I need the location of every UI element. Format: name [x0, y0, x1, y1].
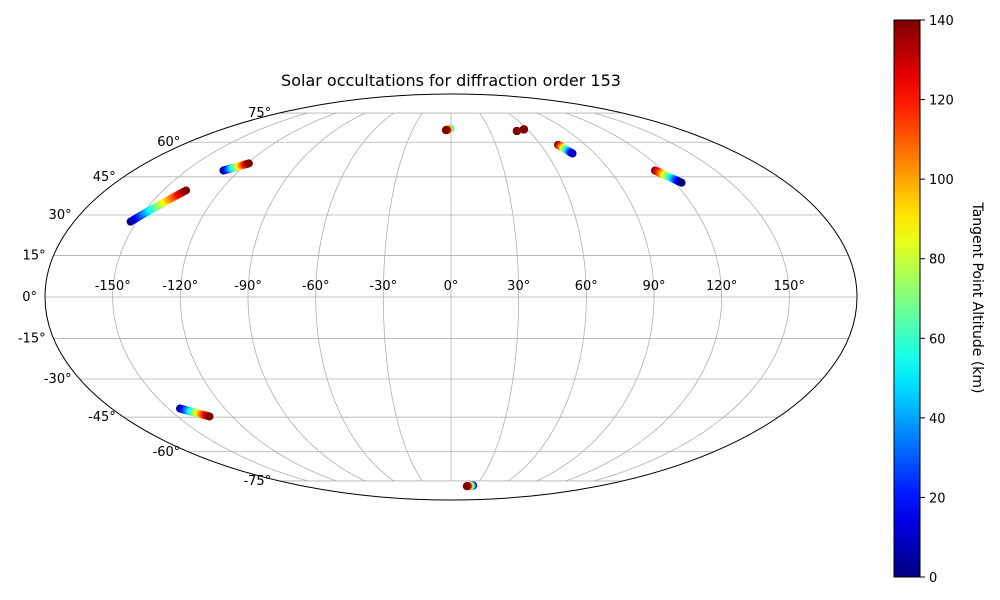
- lat-tick-label: -30°: [44, 372, 72, 387]
- occultation-track: [219, 159, 253, 175]
- lon-gridline: [565, 112, 723, 482]
- occultation-track: [519, 125, 528, 134]
- colorbar-tick-label: 140: [929, 14, 954, 29]
- colorbar-tick-label: 80: [929, 253, 946, 268]
- data-point: [441, 126, 450, 135]
- lon-gridline: [247, 112, 366, 482]
- lon-gridline: [536, 112, 655, 482]
- lat-tick-label: 60°: [157, 135, 180, 150]
- lon-gridline: [508, 112, 587, 482]
- lon-tick-label: -60°: [302, 279, 330, 294]
- data-point: [205, 412, 214, 421]
- lon-tick-label: 60°: [575, 279, 598, 294]
- lon-tick-label: -120°: [162, 279, 198, 294]
- colorbar-tick-label: 120: [929, 94, 954, 109]
- lon-tick-label: 120°: [706, 279, 737, 294]
- data-point: [462, 482, 471, 491]
- occultation-track: [554, 140, 577, 158]
- lat-tick-label: -60°: [153, 445, 181, 460]
- data-points: [126, 124, 686, 491]
- occultation-track: [462, 481, 478, 491]
- latitude-tick-labels: -75° -60° -45° -30° -15° 0° 15° 30° 45° 60° 75°: [18, 106, 271, 489]
- colorbar-ticks: 0 20 40 60 80 100 120 140: [920, 14, 954, 586]
- colorbar-tick-label: 0: [929, 571, 937, 586]
- colorbar-label: Tangent Point Altitude (km): [969, 201, 985, 393]
- chart-title: Solar occultations for diffraction order…: [281, 71, 621, 90]
- lon-gridline: [112, 112, 308, 482]
- colorbar-gradient: [893, 19, 921, 578]
- lon-gridline: [594, 112, 790, 482]
- data-point: [512, 126, 521, 135]
- lat-tick-label: -15°: [18, 332, 46, 347]
- lat-tick-label: 15°: [23, 248, 46, 263]
- lon-tick-label: -90°: [234, 279, 262, 294]
- colorbar: 0 20 40 60 80 100 120 140 Tangent Point Altitud…: [893, 14, 985, 586]
- occultation-track: [126, 186, 191, 226]
- occultation-track: [176, 404, 214, 421]
- colorbar-tick-label: 100: [929, 173, 954, 188]
- lon-tick-label: -150°: [95, 279, 131, 294]
- gridlines: [45, 112, 857, 482]
- lon-tick-label: -30°: [369, 279, 397, 294]
- lat-tick-label: 30°: [49, 208, 72, 223]
- data-point: [182, 186, 191, 195]
- lon-gridline: [382, 112, 423, 482]
- colorbar-tick-label: 20: [929, 491, 946, 506]
- lon-tick-label: 150°: [774, 279, 805, 294]
- longitude-tick-labels: -150° -120° -90° -60° -30° 0° 30° 60° 90° 120° 150…: [95, 279, 805, 294]
- lat-tick-label: -75°: [243, 474, 271, 489]
- data-point: [677, 178, 686, 187]
- map-frame: [44, 93, 858, 501]
- colorbar-tick-label: 60: [929, 332, 946, 347]
- data-point: [568, 149, 577, 158]
- map-outline: [44, 93, 858, 501]
- lon-tick-label: 90°: [642, 279, 665, 294]
- occultation-track: [441, 124, 455, 135]
- lat-tick-label: 0°: [22, 290, 37, 305]
- lat-tick-label: -45°: [88, 410, 116, 425]
- colorbar-tick-label: 40: [929, 412, 946, 427]
- lon-gridline: [315, 112, 394, 482]
- lon-tick-label: 0°: [444, 279, 459, 294]
- data-point: [519, 125, 528, 134]
- lat-tick-label: 75°: [248, 106, 271, 121]
- lat-tick-label: 45°: [93, 170, 116, 185]
- lon-tick-label: 30°: [507, 279, 530, 294]
- occultation-track: [512, 126, 521, 135]
- occultation-track: [650, 166, 686, 187]
- data-point: [244, 159, 253, 168]
- lon-gridline: [479, 112, 520, 482]
